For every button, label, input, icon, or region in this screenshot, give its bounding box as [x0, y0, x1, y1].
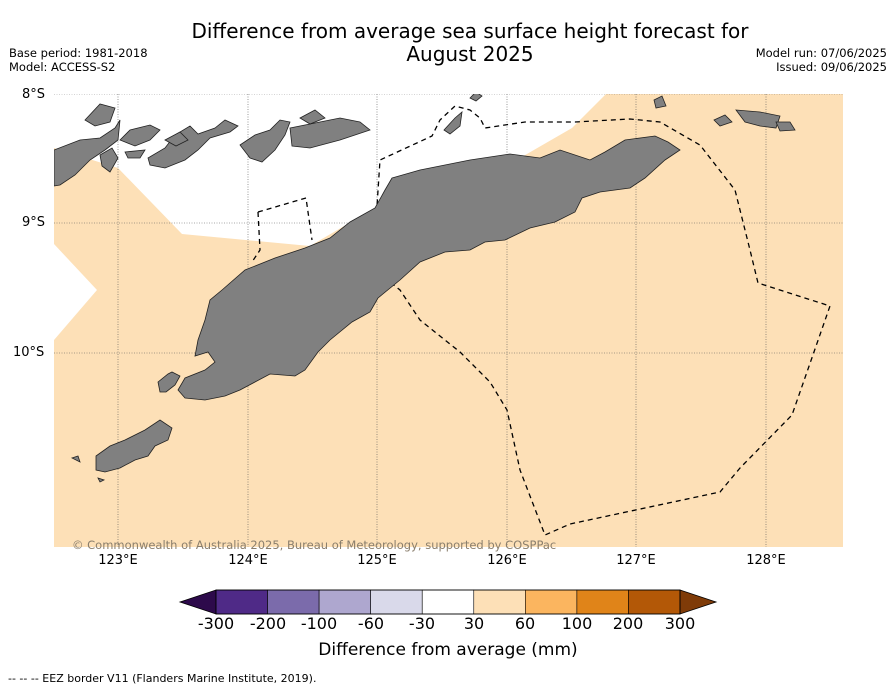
- footnote-eez: -- -- -- EEZ border V11 (Flanders Marine…: [8, 672, 317, 685]
- colorbar-bins: [215, 589, 681, 615]
- colorbar-tick: 30: [463, 614, 485, 633]
- colorbar-tick: 100: [561, 614, 593, 633]
- lat-label-10s: 10°S: [13, 345, 45, 360]
- copyright-notice: © Commonwealth of Australia 2025, Bureau…: [72, 538, 557, 552]
- lembata-west: [119, 124, 161, 147]
- flores-island: [54, 119, 121, 187]
- base-period: Base period: 1981-2018: [9, 46, 148, 60]
- colorbar-tick: 60: [514, 614, 536, 633]
- colorbar-bin: [525, 589, 578, 615]
- islet-flores-east: [99, 147, 119, 173]
- lon-label-125e: 125°E: [357, 553, 397, 568]
- metadata-right: Model run: 07/06/2025 Issued: 09/06/2025: [756, 46, 887, 74]
- islet-lembata: [124, 149, 146, 159]
- colorbar-extend-over: [679, 589, 718, 615]
- lat-label-8s: 8°S: [22, 87, 46, 102]
- colorbar-bin: [628, 589, 681, 615]
- timor-island: [177, 135, 681, 401]
- rote-island: [95, 419, 173, 473]
- land: [54, 94, 796, 483]
- eez-border-timor-leste: [375, 105, 831, 536]
- colorbar-extend-under: [178, 589, 217, 615]
- leti-island: [735, 109, 781, 129]
- islet-leti-west: [713, 114, 733, 127]
- colorbar-tick: 200: [612, 614, 644, 633]
- lon-label-127e: 127°E: [616, 553, 656, 568]
- islet-alor-north: [299, 109, 326, 125]
- lon-label-124e: 124°E: [228, 553, 268, 568]
- lon-label-128e: 128°E: [746, 553, 786, 568]
- anomaly-field-neutral-west: [54, 244, 97, 340]
- colorbar-tick: -100: [300, 614, 338, 633]
- model-run: Model run: 07/06/2025: [755, 46, 887, 60]
- title-line-1: Difference from average sea surface heig…: [191, 19, 749, 43]
- model-name: Model: ACCESS-S2: [9, 60, 116, 74]
- colorbar: [178, 589, 718, 615]
- map-area: [54, 94, 843, 547]
- colorbar-frame: [215, 589, 681, 615]
- colorbar-tick: -30: [408, 614, 436, 633]
- colorbar-tick: -60: [357, 614, 385, 633]
- colorbar-bin: [267, 589, 320, 615]
- chart-title: Difference from average sea surface heig…: [170, 20, 770, 66]
- colorbar-bin: [318, 589, 371, 615]
- eez-border-west: [251, 197, 313, 263]
- islet-savu: [70, 455, 81, 463]
- metadata-left: Base period: 1981-2018 Model: ACCESS-S2: [9, 46, 148, 74]
- semau-island: [157, 371, 181, 393]
- pantar-island: [239, 119, 291, 163]
- colorbar-bin: [473, 589, 526, 615]
- title-line-2: August 2025: [406, 42, 534, 66]
- alor-island: [289, 117, 371, 149]
- issued-date: Issued: 09/06/2025: [776, 60, 887, 74]
- lat-label-9s: 9°S: [22, 215, 46, 230]
- islet-flores-north: [84, 103, 116, 127]
- colorbar-title: Difference from average (mm): [318, 640, 578, 660]
- colorbar-tick: -300: [197, 614, 235, 633]
- lon-label-126e: 126°E: [487, 553, 527, 568]
- colorbar-bin: [576, 589, 629, 615]
- islet-moa: [775, 121, 796, 132]
- islet-kisar: [653, 95, 667, 109]
- colorbar-bin: [370, 589, 423, 615]
- colorbar-tick: -200: [249, 614, 287, 633]
- colorbar-bin: [421, 589, 475, 615]
- islet-wetar: [469, 94, 483, 102]
- colorbar-bin: [215, 589, 268, 615]
- islet-ndana: [97, 477, 106, 483]
- atauro-island: [443, 111, 463, 135]
- colorbar-tick: 300: [664, 614, 696, 633]
- lon-label-123e: 123°E: [98, 553, 138, 568]
- islet-solor: [164, 131, 189, 147]
